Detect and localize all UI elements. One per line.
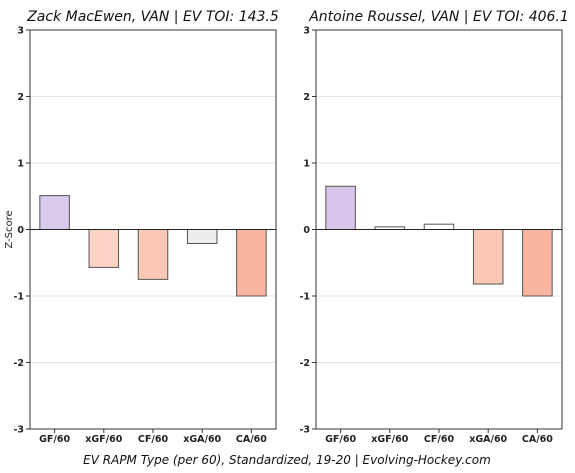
bar-gf-60 — [325, 185, 356, 230]
y-tick-label: -1 — [299, 292, 310, 303]
x-tick-label: CF/60 — [138, 434, 169, 445]
bar-cf-60 — [137, 229, 169, 280]
chart-title: Antoine Roussel, VAN | EV TOI: 406.1 — [308, 9, 569, 25]
y-tick-label: 3 — [303, 26, 310, 37]
x-tick-label: xGA/60 — [183, 434, 221, 445]
x-tick-label: CA/60 — [236, 434, 267, 445]
x-tick-label: CF/60 — [424, 434, 455, 445]
y-tick-label: -1 — [13, 292, 24, 303]
y-tick-label: 0 — [17, 225, 24, 236]
x-tick-label: xGA/60 — [469, 434, 507, 445]
y-tick-label: 3 — [17, 26, 24, 37]
y-tick-label: -2 — [299, 358, 310, 369]
y-tick-label: 2 — [303, 92, 310, 103]
bar-ca-60 — [522, 229, 553, 297]
x-tick-label: GF/60 — [325, 434, 356, 445]
bar-xga-60 — [186, 229, 218, 244]
y-tick-label: 2 — [17, 92, 24, 103]
bar-cf-60 — [423, 223, 455, 230]
bar-gf-60 — [39, 195, 70, 231]
x-tick-label: GF/60 — [39, 434, 70, 445]
y-tick-label: -2 — [13, 358, 24, 369]
chart-footer: EV RAPM Type (per 60), Standardized, 19-… — [83, 453, 491, 467]
x-tick-label: CA/60 — [522, 434, 553, 445]
bar-xgf-60 — [88, 229, 120, 268]
y-tick-label: -3 — [13, 425, 24, 436]
x-tick-label: xGF/60 — [371, 434, 408, 445]
chart-panel-left: Zack MacEwen, VAN | EV TOI: 143.5 -3 -2 -1 0… — [4, 9, 279, 445]
plot-frame — [315, 29, 563, 430]
bar-xga-60 — [472, 229, 504, 285]
y-tick-label: -3 — [299, 425, 310, 436]
x-tick-label: xGF/60 — [85, 434, 122, 445]
y-tick-label: 1 — [303, 159, 310, 170]
chart-title: Zack MacEwen, VAN | EV TOI: 143.5 — [26, 9, 279, 25]
y-axis-label: Z-Score — [4, 210, 15, 248]
chart-panel-right: Antoine Roussel, VAN | EV TOI: 406.1 -3 -2… — [299, 9, 568, 445]
bar-ca-60 — [236, 229, 267, 297]
y-tick-label: 1 — [17, 159, 24, 170]
plot-frame — [29, 29, 277, 430]
y-tick-label: 0 — [303, 225, 310, 236]
